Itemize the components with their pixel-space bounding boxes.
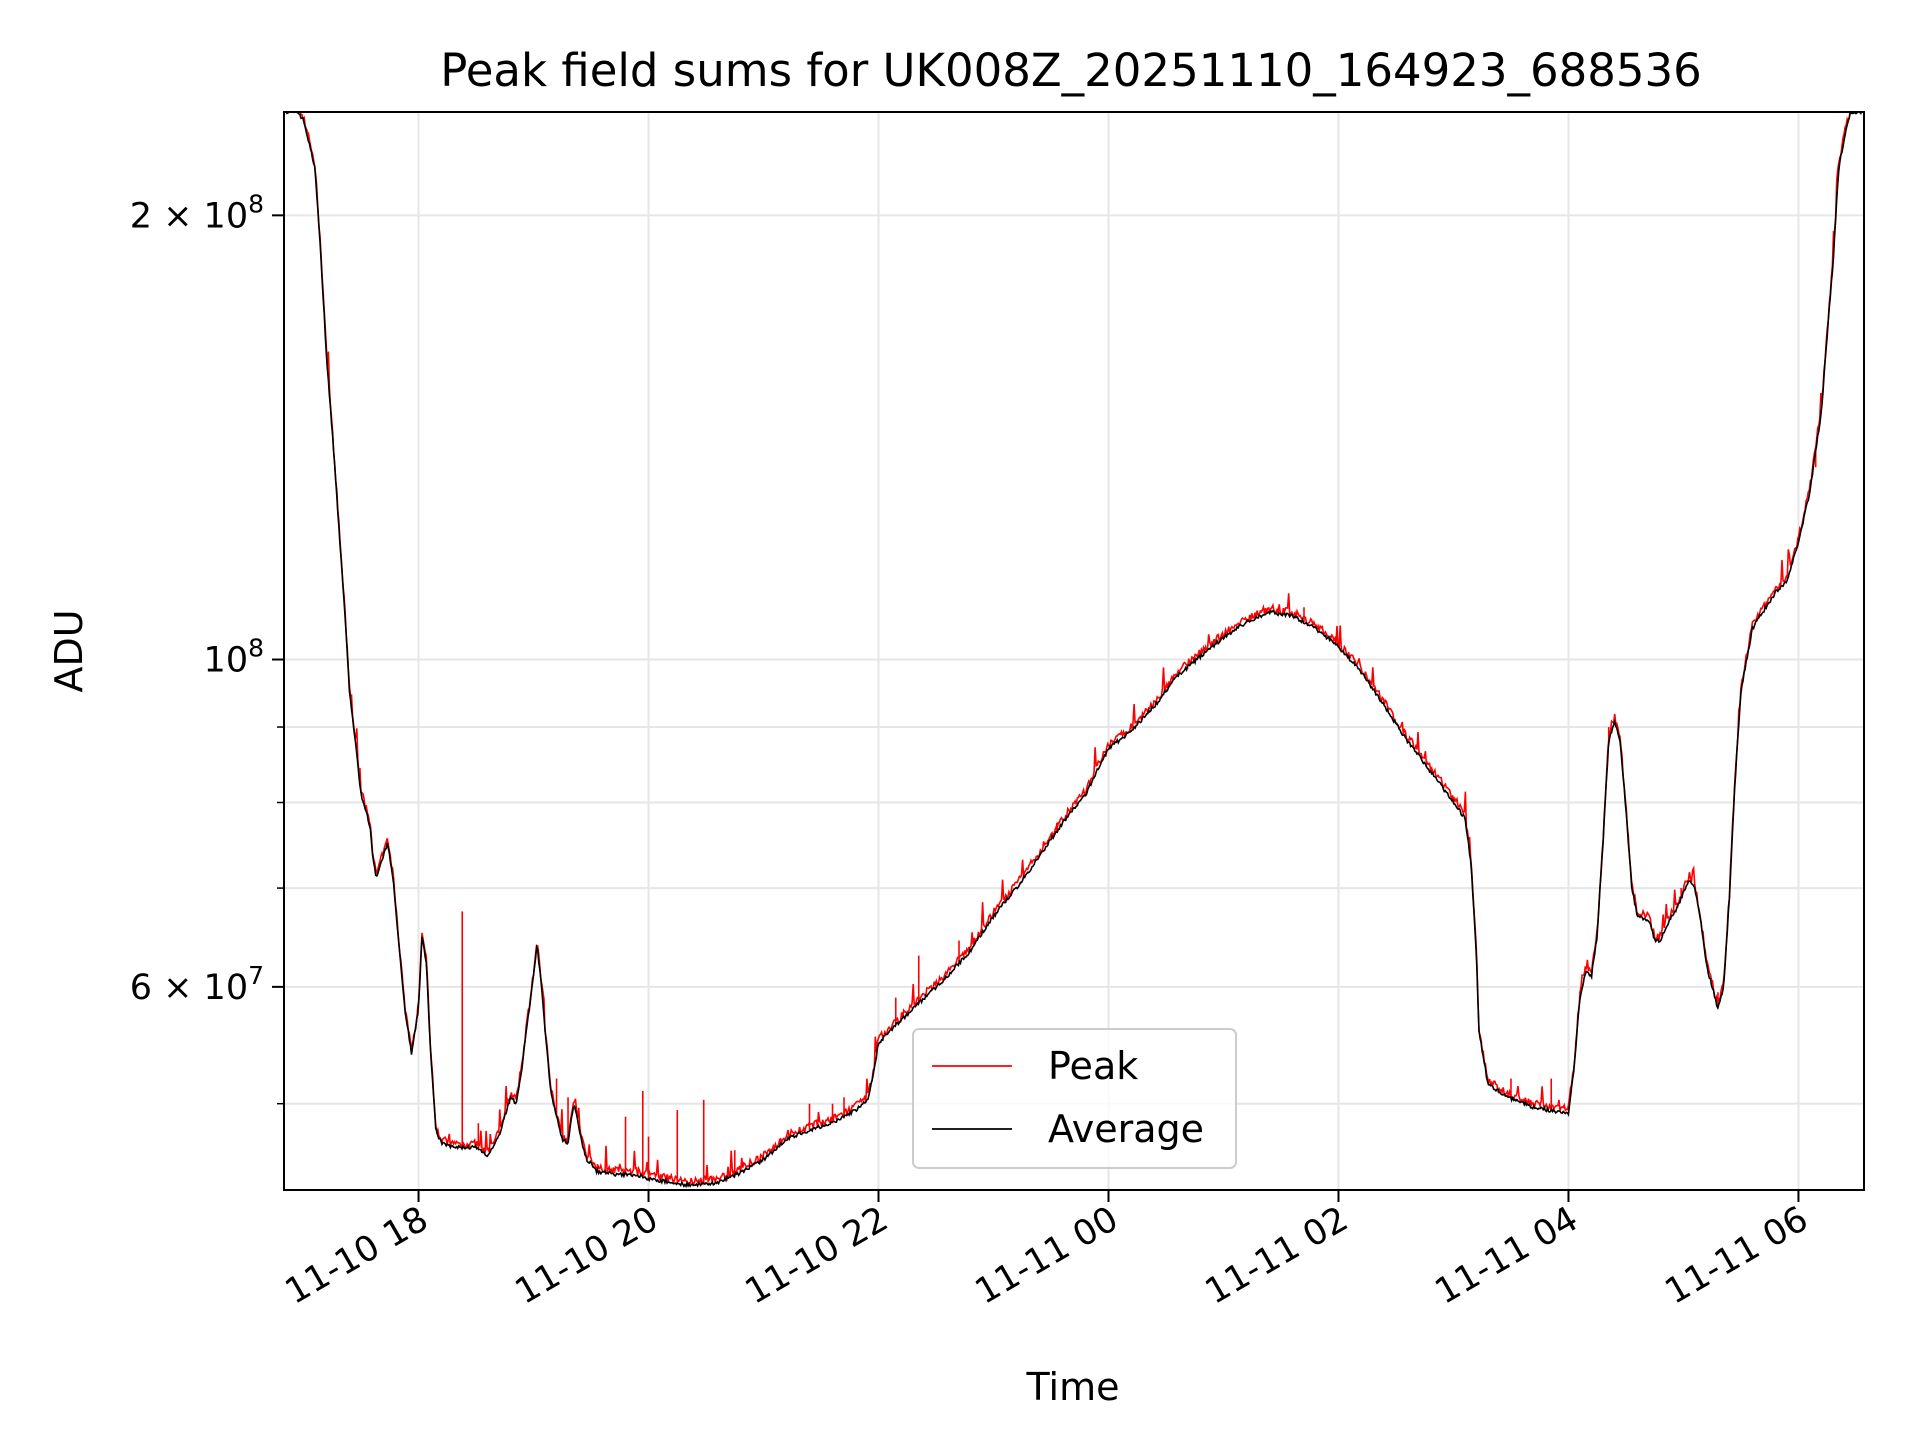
- legend-average-label: Average: [1048, 1107, 1204, 1151]
- y-tick-label: 6 × 107: [130, 961, 264, 1008]
- plot-frame: [283, 111, 1865, 1191]
- y-tick-label: 108: [204, 634, 264, 681]
- y-tick-label: 2 × 108: [130, 189, 264, 236]
- series-average-line: [285, 112, 1864, 1189]
- x-axis-label: Time: [1026, 1365, 1120, 1409]
- y-axis: 6 × 107 108 2 × 108: [130, 189, 284, 1105]
- y-axis-label: ADU: [47, 609, 91, 692]
- legend: Peak Average: [912, 1028, 1237, 1169]
- legend-box: [912, 1028, 1237, 1169]
- chart-title: Peak field sums for UK008Z_20251110_1649…: [440, 44, 1702, 97]
- legend-peak-label: Peak: [1048, 1044, 1138, 1088]
- series-group: [285, 112, 1864, 1189]
